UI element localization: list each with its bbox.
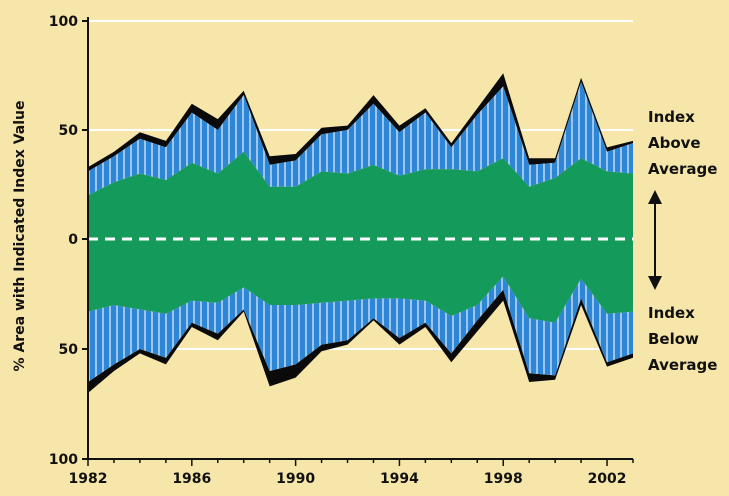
axis-layer: 100 50 0 50 100 1982 1986 1990 1994 1998 2002	[49, 14, 634, 487]
double-arrow	[648, 190, 662, 290]
area-layer	[88, 73, 633, 393]
x-tick-label: 1982	[69, 471, 108, 487]
x-tick-label: 1994	[380, 471, 419, 487]
above-label-line-1: Index	[648, 108, 695, 126]
y-axis-title: % Area with Indicated Index Value	[12, 101, 28, 372]
arrow-up-head	[648, 190, 662, 204]
x-tick-label: 2002	[588, 471, 627, 487]
moderate-above-band	[88, 82, 633, 196]
moderate-below-band	[88, 276, 633, 382]
arrow-down-head	[648, 276, 662, 290]
x-tick-label: 1986	[172, 471, 211, 487]
x-tick-label: 1990	[276, 471, 315, 487]
near-average-below-band	[88, 239, 633, 323]
above-label-line-3: Average	[648, 160, 717, 178]
y-tick-label: 100	[49, 452, 78, 468]
y-tick-label: 100	[49, 14, 78, 30]
y-tick-label: 0	[68, 232, 78, 248]
below-label-line-2: Below	[648, 330, 699, 348]
near-average-above-band	[88, 151, 633, 239]
y-tick-label: 50	[59, 123, 79, 139]
above-label-line-2: Above	[648, 134, 701, 152]
y-tick-label: 50	[59, 342, 79, 358]
x-tick-label: 1998	[484, 471, 523, 487]
below-label-line-1: Index	[648, 304, 695, 322]
below-label-line-3: Average	[648, 356, 717, 374]
